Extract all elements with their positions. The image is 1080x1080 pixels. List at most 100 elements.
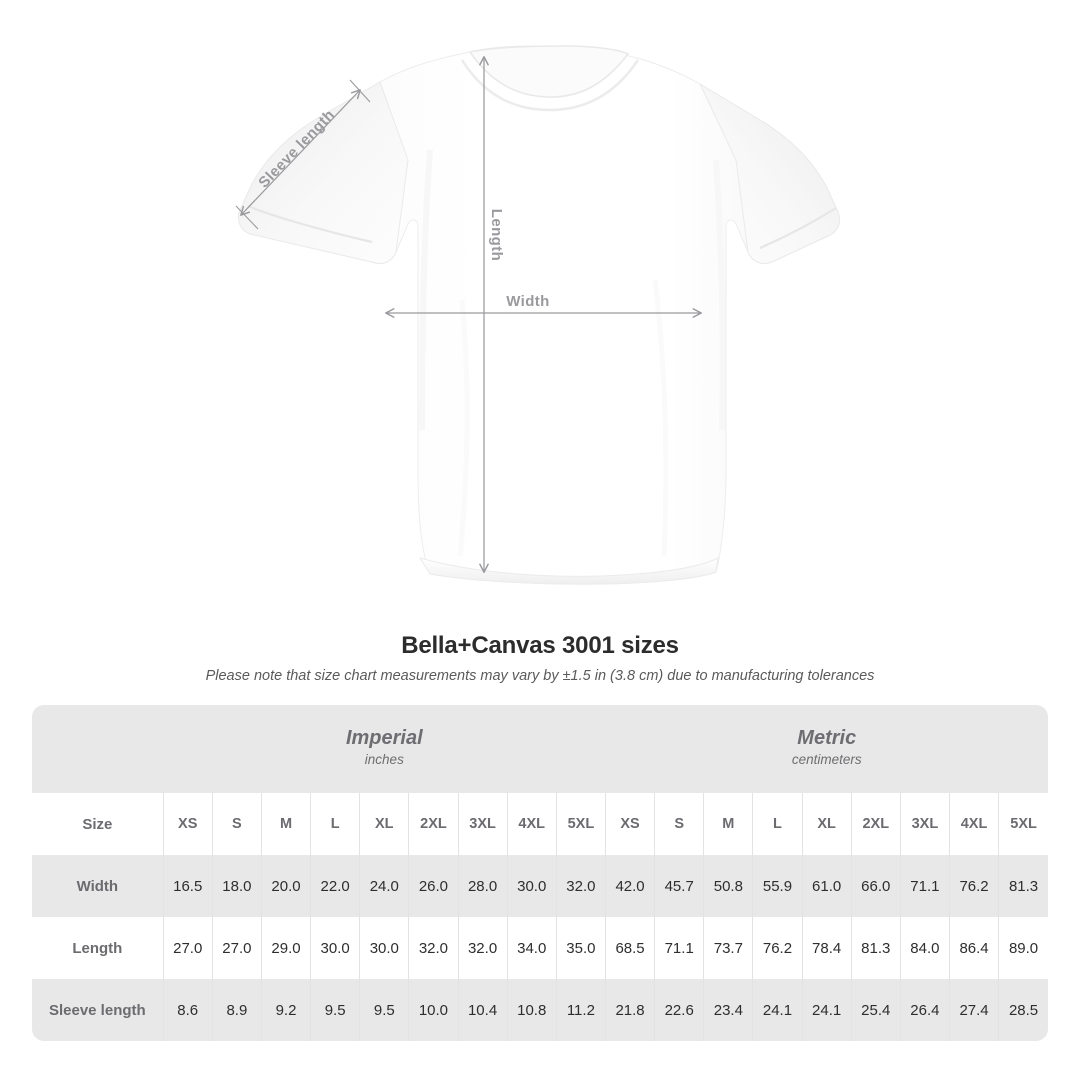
size-chart-table-container: Imperial inches Metric centimeters Size … xyxy=(32,705,1048,1041)
measurement-cell: 42.0 xyxy=(604,855,655,917)
measurement-cell: 50.8 xyxy=(703,855,753,917)
measurement-cell: 9.2 xyxy=(260,979,311,1041)
unit-group-imperial: Imperial inches xyxy=(163,705,606,793)
width-label: Width xyxy=(506,293,550,310)
measurement-cell: 30.0 xyxy=(310,917,360,979)
size-column-header: M xyxy=(260,793,311,855)
measurement-cell: 9.5 xyxy=(359,979,409,1041)
size-column-header: S xyxy=(211,793,262,855)
unit-system-name: Metric xyxy=(797,727,857,750)
length-label: Length xyxy=(488,209,505,261)
measurement-cell: 81.3 xyxy=(850,917,901,979)
size-column-header: XL xyxy=(359,793,409,855)
unit-system-unit: centimeters xyxy=(791,752,862,768)
measurement-cell: 9.5 xyxy=(310,979,360,1041)
measurement-cell: 71.1 xyxy=(899,855,950,917)
sleeve-length-tick-upper xyxy=(349,79,371,103)
measurement-cell: 11.2 xyxy=(555,979,606,1041)
measurement-cell: 10.0 xyxy=(408,979,458,1041)
measurement-cell: 28.5 xyxy=(998,979,1048,1041)
size-column-header: 4XL xyxy=(506,793,557,855)
tshirt-sleeve-right-hem xyxy=(759,207,837,250)
measurement-cell: 8.6 xyxy=(162,979,213,1041)
tshirt-measurement-illustration: Sleeve length Length Width xyxy=(235,45,841,585)
size-column-header: 5XL xyxy=(555,793,606,855)
table-row: Sleeve length 8.6 8.9 9.2 9.5 9.5 10.0 10.4 10.8… xyxy=(32,979,1048,1041)
measurement-cell: 24.1 xyxy=(752,979,803,1041)
page-subtitle: Please note that size chart measurements… xyxy=(205,668,875,684)
size-column-header: 3XL xyxy=(899,793,950,855)
size-column-header: 2XL xyxy=(850,793,901,855)
unit-system-unit: inches xyxy=(364,752,404,768)
measurement-cell: 86.4 xyxy=(948,917,999,979)
measurement-cell: 10.8 xyxy=(506,979,557,1041)
measurement-cell: 28.0 xyxy=(457,855,508,917)
measurement-cell: 24.0 xyxy=(359,855,409,917)
measurement-cell: 26.4 xyxy=(899,979,950,1041)
measurement-cell: 24.1 xyxy=(801,979,852,1041)
table-row: Length 27.0 27.0 29.0 30.0 30.0 32.0 32.0 34.0 35… xyxy=(32,917,1048,979)
size-column-header: 5XL xyxy=(998,793,1048,855)
measurement-cell: 30.0 xyxy=(506,855,557,917)
measurement-cell: 27.0 xyxy=(162,917,213,979)
size-column-header: 4XL xyxy=(948,793,999,855)
measurement-row-label: Width xyxy=(76,877,119,895)
size-column-header: L xyxy=(310,793,360,855)
measurement-cell: 22.0 xyxy=(310,855,360,917)
sleeve-length-tick-lower xyxy=(235,205,259,230)
unit-system-header-row: Imperial inches Metric centimeters xyxy=(32,705,1048,793)
measurement-cell: 81.3 xyxy=(998,855,1048,917)
measurement-cell: 71.1 xyxy=(654,917,704,979)
measurement-cell: 25.4 xyxy=(850,979,901,1041)
measurement-cell: 84.0 xyxy=(899,917,950,979)
measurement-cell: 32.0 xyxy=(555,855,606,917)
measurement-cell: 73.7 xyxy=(703,917,753,979)
measurement-cell: 76.2 xyxy=(948,855,999,917)
measurement-cell: 34.0 xyxy=(506,917,557,979)
size-chart-table: Imperial inches Metric centimeters Size … xyxy=(32,705,1048,1041)
measurement-cell: 78.4 xyxy=(801,917,852,979)
measurement-cell: 35.0 xyxy=(555,917,606,979)
measurement-cell: 10.4 xyxy=(457,979,508,1041)
tshirt-hem xyxy=(418,557,719,585)
page-title: Bella+Canvas 3001 sizes xyxy=(401,632,679,659)
unit-header-spacer xyxy=(32,705,164,793)
measurement-cell: 27.0 xyxy=(211,917,262,979)
measurement-cell: 8.9 xyxy=(211,979,262,1041)
measurement-cell: 66.0 xyxy=(850,855,901,917)
size-column-header: XL xyxy=(801,793,852,855)
measurement-cell: 55.9 xyxy=(752,855,803,917)
measurement-cell: 27.4 xyxy=(948,979,999,1041)
size-column-header: XS xyxy=(162,793,213,855)
measurement-cell: 32.0 xyxy=(457,917,508,979)
measurement-cell: 32.0 xyxy=(408,917,458,979)
measurement-row-label: Length xyxy=(72,939,123,957)
measurement-cell: 61.0 xyxy=(801,855,852,917)
measurement-cell: 30.0 xyxy=(359,917,409,979)
measurement-cell: 45.7 xyxy=(654,855,704,917)
tshirt-collar xyxy=(468,45,630,98)
size-column-header: S xyxy=(654,793,704,855)
size-header-label: Size xyxy=(82,815,113,833)
size-column-header: M xyxy=(703,793,753,855)
measurement-cell: 16.5 xyxy=(162,855,213,917)
measurement-cell: 23.4 xyxy=(703,979,753,1041)
measurement-row-label: Sleeve length xyxy=(48,1001,146,1019)
measurement-cell: 22.6 xyxy=(654,979,704,1041)
size-column-header: 3XL xyxy=(457,793,508,855)
size-column-header: XS xyxy=(604,793,655,855)
size-column-header: L xyxy=(752,793,803,855)
size-column-header: 2XL xyxy=(408,793,458,855)
measurement-cell: 26.0 xyxy=(408,855,458,917)
sleeve-length-arrow xyxy=(240,89,361,216)
measurement-cell: 89.0 xyxy=(998,917,1048,979)
measurement-cell: 20.0 xyxy=(260,855,311,917)
measurement-cell: 29.0 xyxy=(260,917,311,979)
unit-system-name: Imperial xyxy=(345,727,423,750)
measurement-cell: 68.5 xyxy=(604,917,655,979)
table-row: Width 16.5 18.0 20.0 22.0 24.0 26.0 28.0 30.0 32.… xyxy=(32,855,1048,917)
measurement-cell: 76.2 xyxy=(752,917,803,979)
tshirt-sleeve-right xyxy=(698,82,841,265)
measurement-cell: 18.0 xyxy=(211,855,262,917)
size-header-row: Size XS S M L XL 2XL 3XL 4XL 5XL XS S M L XL 2XL 3XL 4XL… xyxy=(32,793,1048,855)
